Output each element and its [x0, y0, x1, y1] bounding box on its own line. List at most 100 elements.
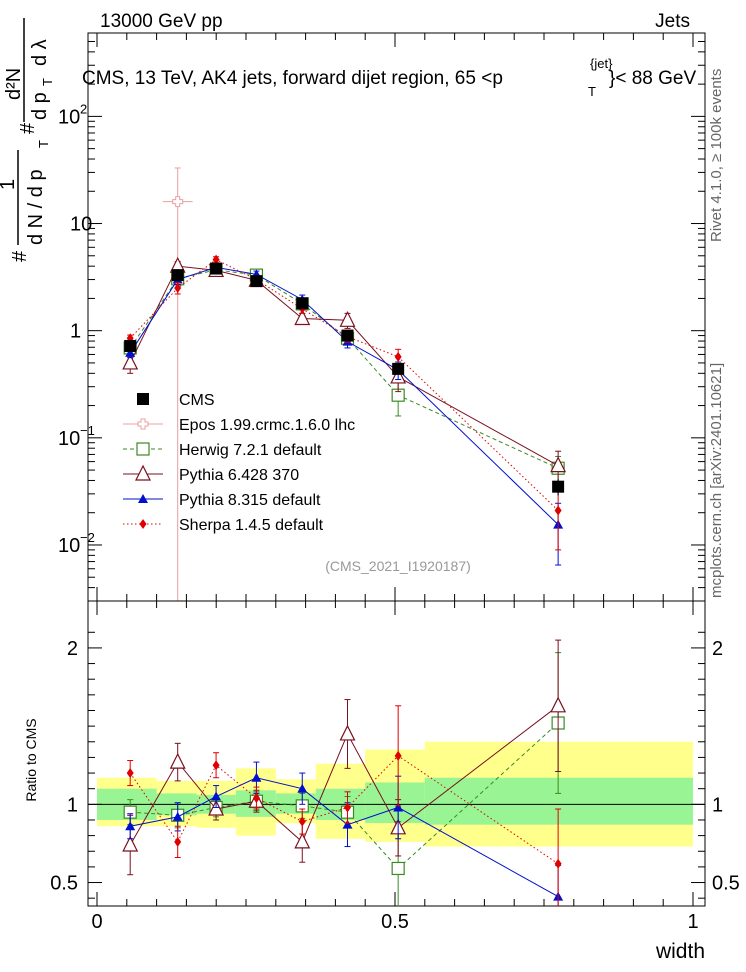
ratio-point	[550, 696, 567, 713]
ratio-point	[122, 835, 139, 852]
ratio-point	[297, 783, 308, 793]
side-label-mcplots: mcplots.cern.ch [arXiv:2401.10621]	[708, 363, 725, 598]
data-point	[125, 347, 136, 357]
cross-shape	[137, 418, 149, 430]
x-tick-label: 0	[91, 911, 102, 933]
legend-label: Pythia 6.428 370	[179, 467, 299, 484]
ratio-point	[125, 821, 136, 831]
ratio-point	[342, 819, 353, 829]
ratio-frame	[87, 600, 706, 907]
y-tick-exp: −1	[80, 423, 95, 438]
ratio-point	[391, 861, 405, 876]
main-ylabel: # 1 d N / d p T # d²N d p T d λ	[0, 18, 55, 262]
main-title: CMS, 13 TeV, AK4 jets, forward dijet reg…	[82, 56, 696, 99]
ylabel-dpT: d p	[29, 92, 51, 120]
ratio-point	[126, 768, 134, 779]
legend-item-herwig: Herwig 7.2.1 default	[123, 442, 322, 459]
x-tick-label: 0.5	[381, 911, 409, 933]
y-tick-label: 10	[58, 535, 80, 557]
legend-label: CMS	[179, 392, 215, 409]
data-point	[250, 275, 263, 288]
xlabel: width	[655, 940, 705, 963]
legend-marker	[136, 442, 150, 456]
legend-marker	[137, 393, 149, 405]
ratio-point	[172, 811, 183, 821]
ratio-point	[294, 832, 311, 849]
ratio-band-green	[424, 777, 693, 825]
legend-item-pythia: Pythia 8.315 default	[123, 492, 321, 509]
title-text: CMS, 13 TeV, AK4 jets, forward dijet reg…	[82, 68, 503, 89]
y-tick-exp: 2	[80, 101, 87, 116]
data-point	[294, 309, 311, 326]
ratio-line	[129, 705, 559, 846]
ratio-point	[343, 802, 351, 813]
ratio-point	[212, 760, 220, 771]
data-point	[210, 262, 223, 275]
ylabel-one: 1	[0, 179, 19, 190]
ratio-point	[252, 793, 260, 804]
ylabel-hash-2: #	[17, 122, 39, 134]
ratio-point	[208, 799, 225, 816]
data-point	[171, 269, 184, 282]
ratio-y-tick-label-right: 0.5	[712, 873, 740, 895]
ratio-point	[211, 791, 222, 801]
ratio-point	[298, 816, 306, 827]
ratio-point	[174, 836, 182, 847]
legend-label: Pythia 8.315 default	[179, 492, 321, 509]
ratio-point	[554, 858, 562, 869]
y-tick-exp: −2	[80, 530, 95, 545]
y-tick-label: 10	[58, 428, 80, 450]
legend-marker	[137, 418, 149, 430]
data-point	[212, 254, 220, 265]
data-point	[394, 351, 402, 362]
data-point	[550, 456, 567, 473]
data-point	[341, 329, 354, 342]
series-epos	[162, 167, 193, 601]
ratio-y-tick-label: 2	[67, 638, 78, 660]
data-point	[174, 283, 182, 294]
ylabel-T2: T	[40, 78, 55, 86]
data-point	[122, 353, 139, 370]
legend-label: Sherpa 1.4.5 default	[179, 517, 324, 534]
legend-label: Epos 1.99.crmc.1.6.0 lhc	[179, 417, 355, 434]
ratio-line	[130, 777, 559, 898]
x-tick-label: 1	[687, 911, 698, 933]
header-energy: 13000 GeV pp	[100, 11, 223, 32]
ratio-point	[251, 772, 262, 782]
analysis-tag: (CMS_2021_I1920187)	[325, 558, 471, 574]
legend-item-cms: CMS	[137, 392, 215, 409]
header-process: Jets	[655, 11, 690, 32]
legend: CMS Epos 1.99.crmc.1.6.0 lhc Herwig 7.2.1 …	[123, 392, 355, 534]
legend-marker	[138, 494, 148, 503]
data-point	[392, 362, 405, 375]
series-line	[129, 266, 559, 525]
ratio-ylabel: Ratio to CMS	[23, 718, 39, 801]
ratio-point	[393, 802, 404, 812]
ratio-y-tick-label: 0.5	[50, 873, 78, 895]
ratio-line	[129, 755, 559, 865]
series-line	[129, 259, 559, 511]
data-point	[172, 196, 184, 208]
data-point	[554, 505, 562, 516]
title-sub: T	[588, 84, 596, 99]
legend-label: Herwig 7.2.1 default	[179, 442, 322, 459]
data-point	[552, 480, 565, 493]
ratio-point	[394, 750, 402, 761]
data-point	[296, 297, 309, 310]
ratio-y-tick-label: 1	[67, 794, 78, 816]
series-line	[129, 265, 559, 467]
data-point	[124, 339, 137, 352]
legend-item-pythia: Pythia 6.428 370	[123, 464, 299, 484]
title-sup: {jet}	[590, 56, 613, 71]
title-tail: }< 88 GeV	[609, 68, 696, 89]
ratio-y-tick-label-right: 2	[712, 638, 723, 660]
ratio-y-tick-label-right: 1	[712, 794, 723, 816]
ratio-panel: 0 0.5 1 0.5 0.5 1 1 2 2	[50, 600, 740, 933]
ylabel-hash-1: #	[9, 250, 31, 262]
data-point	[339, 310, 356, 327]
legend-item-sherpa: Sherpa 1.4.5 default	[123, 517, 324, 534]
ratio-series-sherpa	[126, 705, 562, 906]
cross-shape	[172, 196, 184, 208]
